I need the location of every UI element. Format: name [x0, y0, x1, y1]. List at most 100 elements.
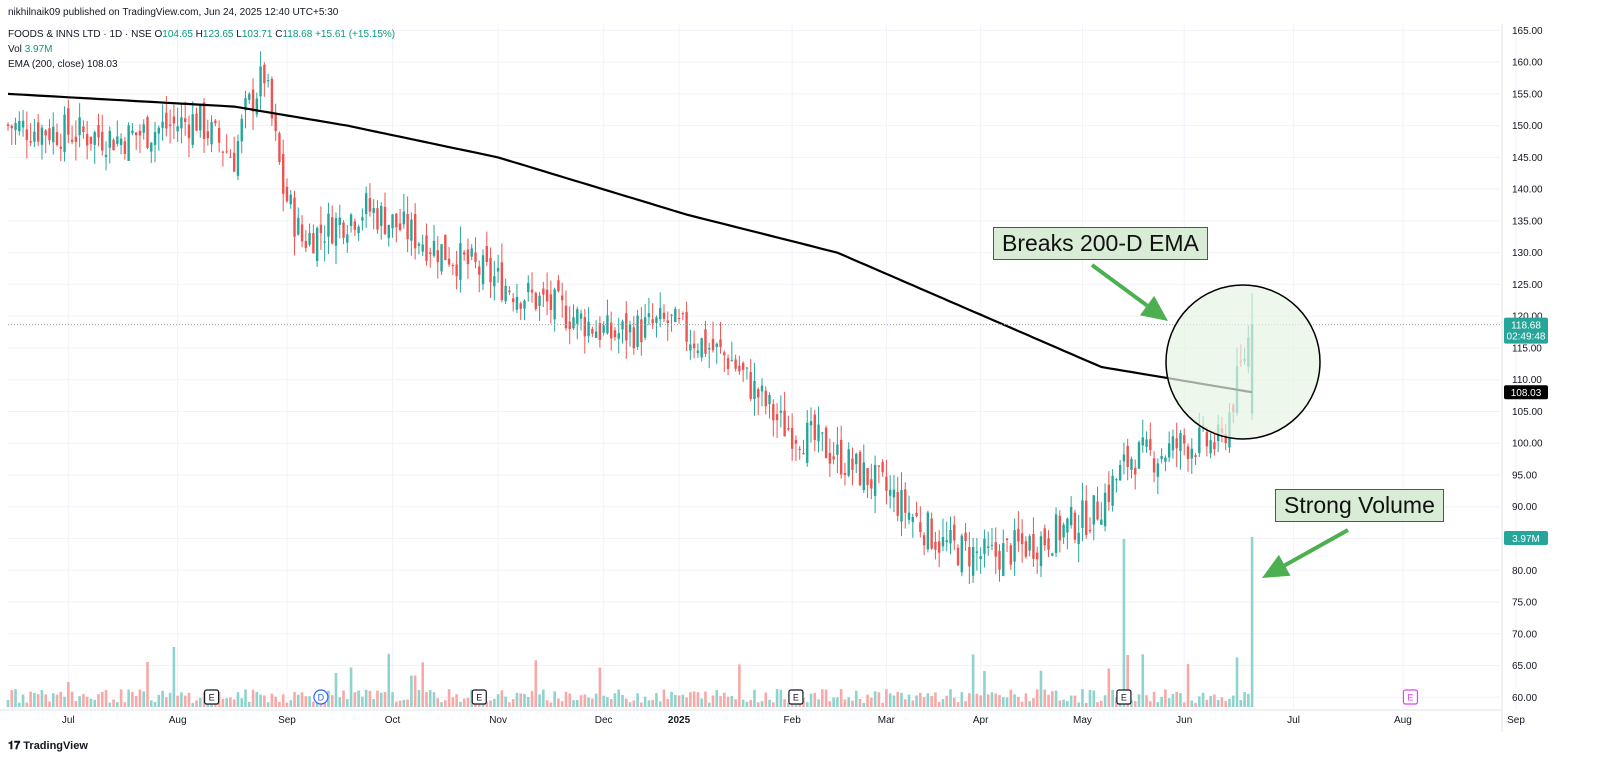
volume-bar: [534, 660, 538, 707]
volume-bar: [153, 702, 157, 707]
candle: [131, 123, 134, 136]
candle-body: [1156, 463, 1160, 477]
candle: [583, 308, 587, 354]
volume-bar: [760, 701, 764, 707]
candle-body: [681, 313, 685, 315]
y-tick-label: 145.00: [1512, 153, 1543, 164]
volume-bar: [312, 701, 315, 707]
candle-body: [870, 479, 873, 489]
candle-body: [723, 352, 726, 356]
candle: [67, 99, 70, 144]
candle-body: [285, 186, 289, 202]
candle: [594, 320, 598, 339]
candle: [783, 391, 786, 437]
volume-bar: [195, 700, 198, 707]
candle: [757, 387, 760, 416]
volume-bar: [730, 695, 734, 707]
volume-bar: [673, 695, 677, 707]
tradingview-logo-icon: 𝟏𝟕: [8, 740, 21, 752]
candle-body: [395, 213, 398, 228]
ema-value: 108.03: [86, 59, 118, 70]
candle: [930, 512, 933, 550]
candle-body: [873, 464, 877, 497]
event-marker-E: E: [203, 689, 220, 705]
candle-body: [327, 213, 330, 237]
candle-body: [334, 218, 338, 246]
candle-body: [74, 136, 78, 143]
volume-bar: [707, 702, 711, 707]
candle: [327, 202, 330, 255]
ema-200-line: [7, 92, 1253, 394]
candle: [579, 309, 583, 331]
volume-bar: [990, 692, 994, 707]
candle: [421, 234, 424, 257]
arrow-shaft: [1090, 263, 1149, 308]
volume-bar: [756, 702, 760, 707]
volume-bar: [572, 700, 575, 707]
candle-body: [116, 136, 119, 144]
candle-body: [949, 529, 952, 544]
candle-body: [839, 439, 843, 475]
candle-body: [1164, 457, 1167, 462]
volume-bar: [315, 701, 319, 707]
volume-badge-bg: [1504, 531, 1548, 545]
volume-bar: [704, 691, 707, 707]
candle: [625, 301, 628, 359]
candle: [304, 230, 308, 253]
candle: [1130, 456, 1133, 479]
candle-body: [953, 524, 956, 541]
volume-bar: [138, 689, 142, 707]
candle: [749, 359, 752, 402]
volume-bar: [33, 692, 36, 707]
volume-bar: [613, 693, 617, 707]
volume-bar: [685, 697, 688, 707]
event-label: E: [1121, 693, 1127, 703]
candle-body: [647, 313, 651, 318]
candle-body: [493, 276, 496, 287]
volume-bar: [1235, 657, 1239, 707]
candle-body: [29, 141, 32, 143]
candle: [730, 341, 734, 362]
candle: [692, 330, 696, 359]
candle: [870, 463, 873, 500]
symbol-title[interactable]: FOODS & INNS LTD · 1D · NSE: [8, 29, 152, 40]
volume-bar: [749, 700, 752, 707]
volume-bar: [285, 702, 289, 707]
candle: [380, 202, 383, 240]
candle: [425, 223, 428, 266]
candle: [410, 212, 413, 256]
candle: [417, 242, 421, 255]
candle-body: [892, 489, 896, 498]
volume-bar: [1073, 695, 1077, 707]
volume-bar: [119, 689, 123, 707]
volume-bar: [915, 695, 918, 707]
candle-body: [968, 547, 971, 567]
candle: [617, 317, 620, 354]
ema-badge-bg: [1504, 385, 1548, 400]
candle-body: [568, 321, 571, 329]
candle: [1047, 530, 1050, 558]
candle-body: [331, 217, 334, 244]
candle-body: [677, 317, 681, 319]
candle: [576, 306, 579, 340]
volume-legend[interactable]: Vol 3.97M: [8, 44, 53, 55]
ema-legend[interactable]: EMA (200, close) 108.03: [8, 59, 118, 70]
volume-bar: [432, 692, 436, 707]
candle: [534, 291, 537, 312]
volume-bar: [1243, 692, 1246, 707]
candle: [636, 309, 639, 350]
volume-bar: [892, 695, 896, 707]
volume-bar: [538, 694, 541, 707]
candle: [225, 134, 228, 154]
candle: [1107, 471, 1111, 511]
candle-body: [662, 312, 666, 319]
candle: [734, 354, 737, 372]
candle-body: [530, 289, 534, 293]
volume-bar: [719, 696, 722, 707]
candle: [1085, 485, 1088, 539]
candle: [395, 213, 398, 243]
candle-body: [274, 113, 277, 131]
tradingview-logo[interactable]: 𝟏𝟕 TradingView: [8, 740, 88, 752]
candle: [674, 306, 677, 323]
